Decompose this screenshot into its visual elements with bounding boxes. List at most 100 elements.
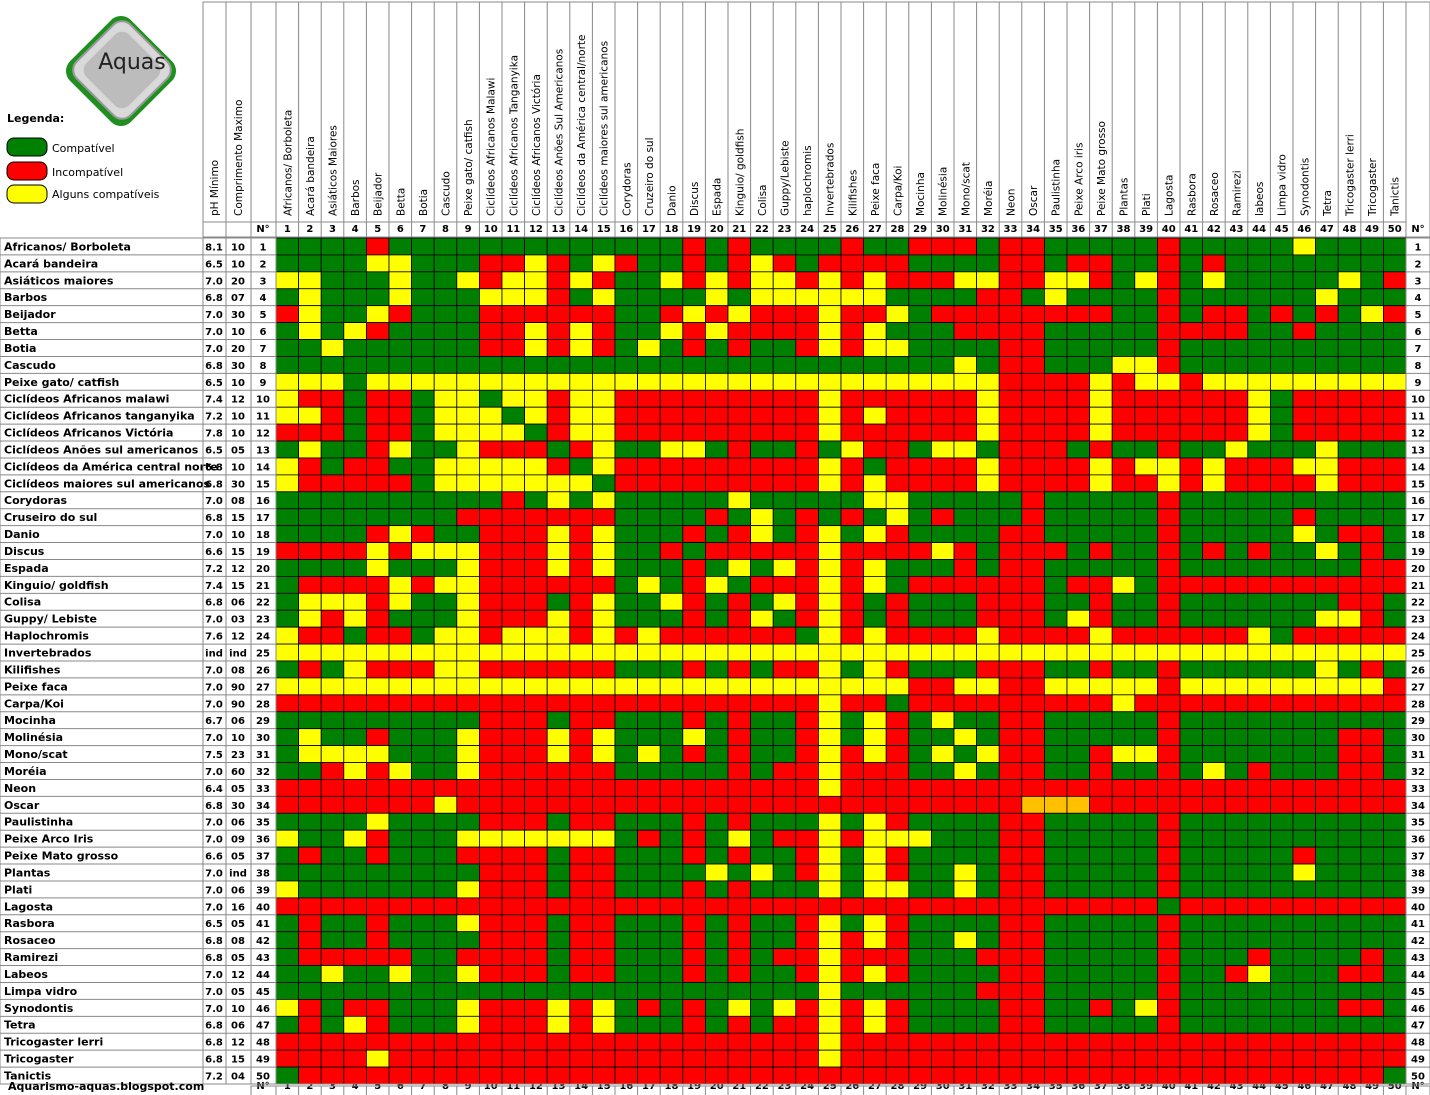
compat-cell (1089, 1049, 1113, 1068)
compat-cell (275, 592, 300, 611)
compat-cell (1021, 372, 1045, 391)
compat-cell (592, 728, 616, 746)
compat-cell (750, 559, 774, 577)
compat-cell (1247, 745, 1271, 763)
compat-cell (1360, 1032, 1384, 1051)
row-label: Ciclídeos Anões sul americanos (4, 443, 199, 456)
compat-cell (885, 626, 910, 645)
compat-cell (275, 339, 300, 357)
compat-cell (727, 508, 752, 527)
compat-cell (727, 339, 752, 357)
compat-cell (1044, 339, 1068, 357)
compat-cell (569, 965, 593, 983)
compat-cell (1021, 829, 1045, 848)
compat-cell (1383, 457, 1407, 476)
compat-cell (818, 372, 842, 391)
compat-cell (998, 406, 1023, 425)
compat-cell (1315, 271, 1339, 290)
compat-cell (637, 762, 661, 780)
compat-cell (1134, 1015, 1158, 1034)
compat-cell (1134, 339, 1158, 357)
compat-cell (1157, 643, 1181, 662)
compat-cell (592, 491, 616, 510)
row-label: Mono/scat (4, 748, 68, 761)
compat-cell (637, 389, 661, 408)
compat-cell (705, 474, 729, 493)
compat-cell (320, 237, 345, 256)
compat-cell (614, 677, 639, 696)
compat-cell (1089, 576, 1113, 594)
compat-cell (388, 897, 413, 916)
compat-cell (388, 491, 413, 510)
compat-cell (931, 237, 955, 256)
compat-cell (727, 863, 752, 882)
row-number: 7 (260, 344, 267, 355)
compat-cell (931, 423, 955, 442)
compat-cell (1179, 559, 1204, 577)
compat-cell (343, 948, 367, 966)
compat-cell (546, 863, 571, 882)
compat-cell (1337, 474, 1362, 493)
compat-cell (1179, 931, 1204, 950)
compat-cell (478, 643, 503, 662)
compat-cell (546, 237, 571, 256)
compat-cell (433, 356, 458, 374)
compat-cell (343, 660, 367, 679)
compat-cell (411, 389, 435, 408)
compat-cell (569, 525, 593, 543)
compat-cell (478, 897, 503, 916)
compat-cell (614, 542, 639, 560)
compat-cell (456, 457, 480, 476)
compat-cell (298, 660, 322, 679)
row-number-right: 4 (1415, 293, 1422, 304)
compat-cell (478, 863, 503, 882)
compat-cell (1157, 728, 1181, 746)
compat-cell (1157, 576, 1181, 594)
compat-cell (614, 254, 639, 273)
compat-cell (750, 1032, 774, 1051)
compat-cell (795, 897, 819, 916)
compat-cell (569, 1032, 593, 1051)
compat-cell (1315, 254, 1339, 273)
compat-cell (1247, 643, 1271, 662)
compat-cell (501, 660, 526, 679)
row-number: 30 (256, 733, 270, 744)
compat-cell (1179, 863, 1204, 882)
compat-cell (524, 1066, 548, 1085)
compat-cell (1383, 779, 1407, 797)
compat-cell (885, 863, 910, 882)
compat-cell (727, 745, 752, 763)
compat-cell (1315, 948, 1339, 966)
compat-cell (592, 829, 616, 848)
compat-cell (772, 694, 797, 713)
compat-cell (1066, 728, 1091, 746)
compat-cell (343, 626, 367, 645)
compat-cell (501, 643, 526, 662)
row-number-right: 17 (1411, 513, 1425, 524)
compat-cell (1224, 745, 1249, 763)
compat-cell (365, 745, 390, 763)
compat-cell (298, 948, 322, 966)
compat-cell (637, 288, 661, 307)
compat-cell (659, 271, 684, 290)
compat-cell (298, 728, 322, 746)
compat-cell (1089, 356, 1113, 374)
legend-label-incompatible: Incompatível (52, 166, 123, 179)
compat-cell (298, 491, 322, 510)
compat-cell (772, 305, 797, 323)
compat-cell (456, 745, 480, 763)
compat-cell (863, 322, 887, 340)
compat-cell (365, 1015, 390, 1034)
compat-cell (1292, 982, 1317, 1000)
row-number-right: 41 (1411, 919, 1425, 930)
compat-cell (546, 254, 571, 273)
row-ph: 7.2 (205, 1072, 223, 1083)
compat-cell (1224, 863, 1249, 882)
compat-cell (863, 762, 887, 780)
compat-cell (1360, 897, 1384, 916)
column-header-label: Corydoras (621, 162, 633, 216)
compat-cell (1292, 559, 1317, 577)
compat-cell (569, 609, 593, 628)
compat-cell (772, 339, 797, 357)
compat-cell (433, 626, 458, 645)
